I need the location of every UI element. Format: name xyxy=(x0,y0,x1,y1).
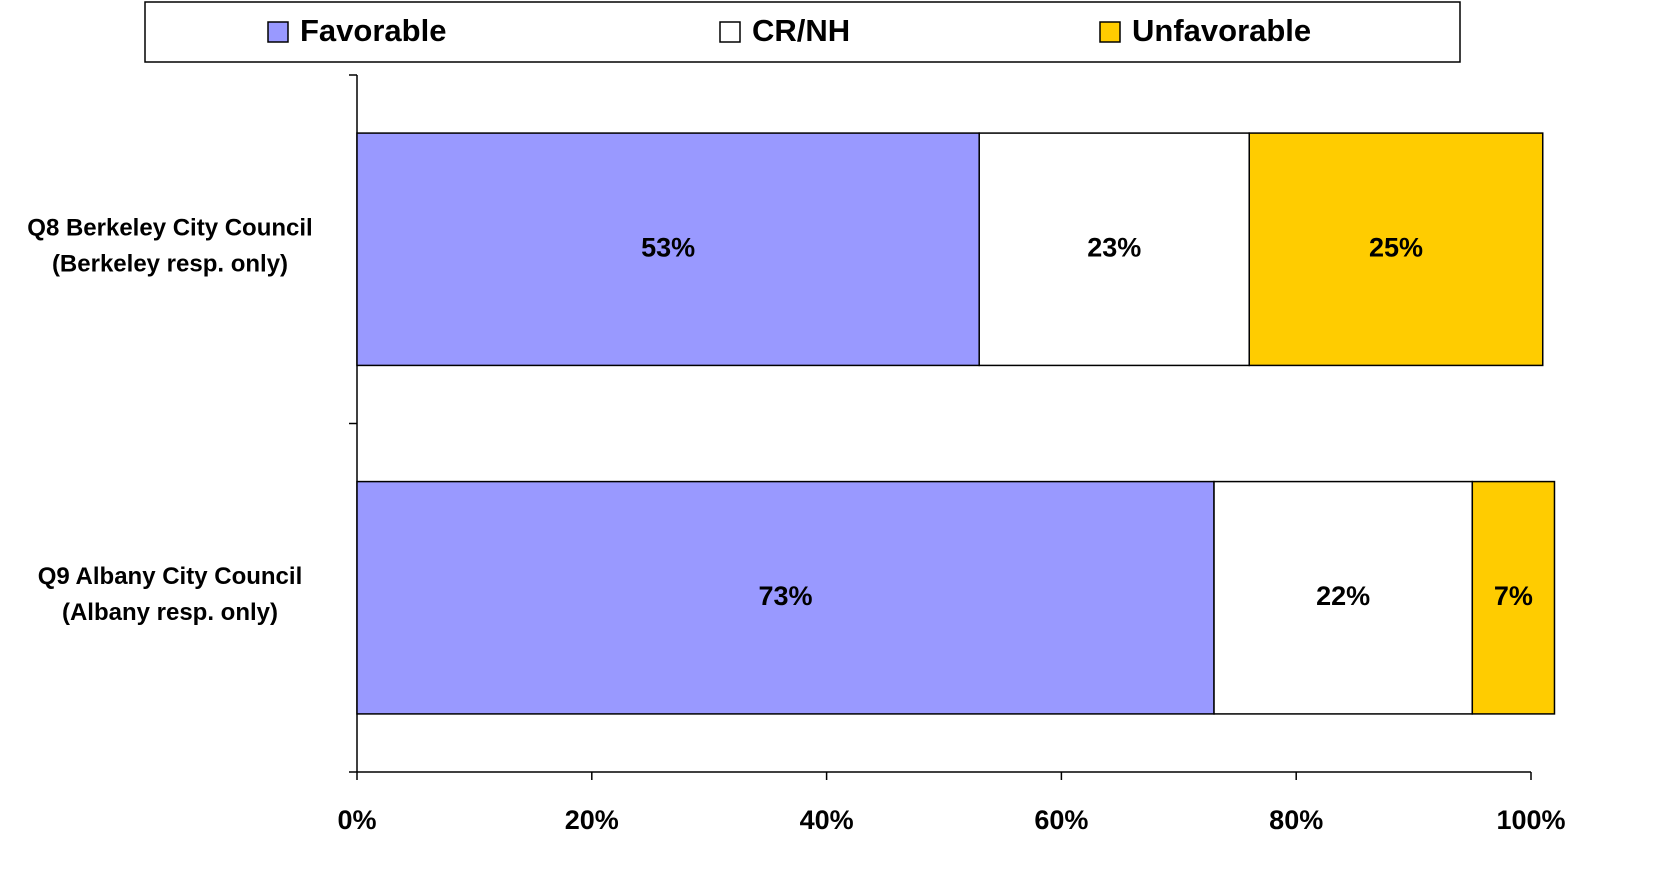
bar xyxy=(1213,480,1474,715)
data-label: 25% xyxy=(1369,232,1423,262)
bar xyxy=(1248,132,1544,367)
data-label: 7% xyxy=(1494,581,1533,611)
y-tick-label: (Berkeley resp. only) xyxy=(52,251,288,278)
x-tick-label: 20% xyxy=(565,805,619,835)
legend-swatch xyxy=(719,21,741,43)
legend-label: Unfavorable xyxy=(1132,13,1311,48)
x-tick-label: 40% xyxy=(800,805,854,835)
x-tick-label: 100% xyxy=(1496,805,1565,835)
data-label: 23% xyxy=(1087,232,1141,262)
bar xyxy=(356,132,980,367)
bar xyxy=(978,132,1250,367)
legend-label: CR/NH xyxy=(752,13,850,48)
x-tick-label: 0% xyxy=(337,805,376,835)
legend-box xyxy=(144,1,1461,63)
x-tick-label: 60% xyxy=(1034,805,1088,835)
y-tick-label: (Albany resp. only) xyxy=(62,599,278,626)
bar xyxy=(1471,480,1556,715)
legend-swatch xyxy=(267,21,289,43)
legend-label: Favorable xyxy=(300,13,446,48)
bar xyxy=(356,480,1215,715)
data-label: 53% xyxy=(641,232,695,262)
x-tick-label: 80% xyxy=(1269,805,1323,835)
y-tick-label: Q9 Albany City Council xyxy=(38,563,302,590)
legend-swatch xyxy=(1099,21,1121,43)
data-label: 22% xyxy=(1316,581,1370,611)
y-tick-label: Q8 Berkeley City Council xyxy=(27,215,312,242)
data-label: 73% xyxy=(758,581,812,611)
